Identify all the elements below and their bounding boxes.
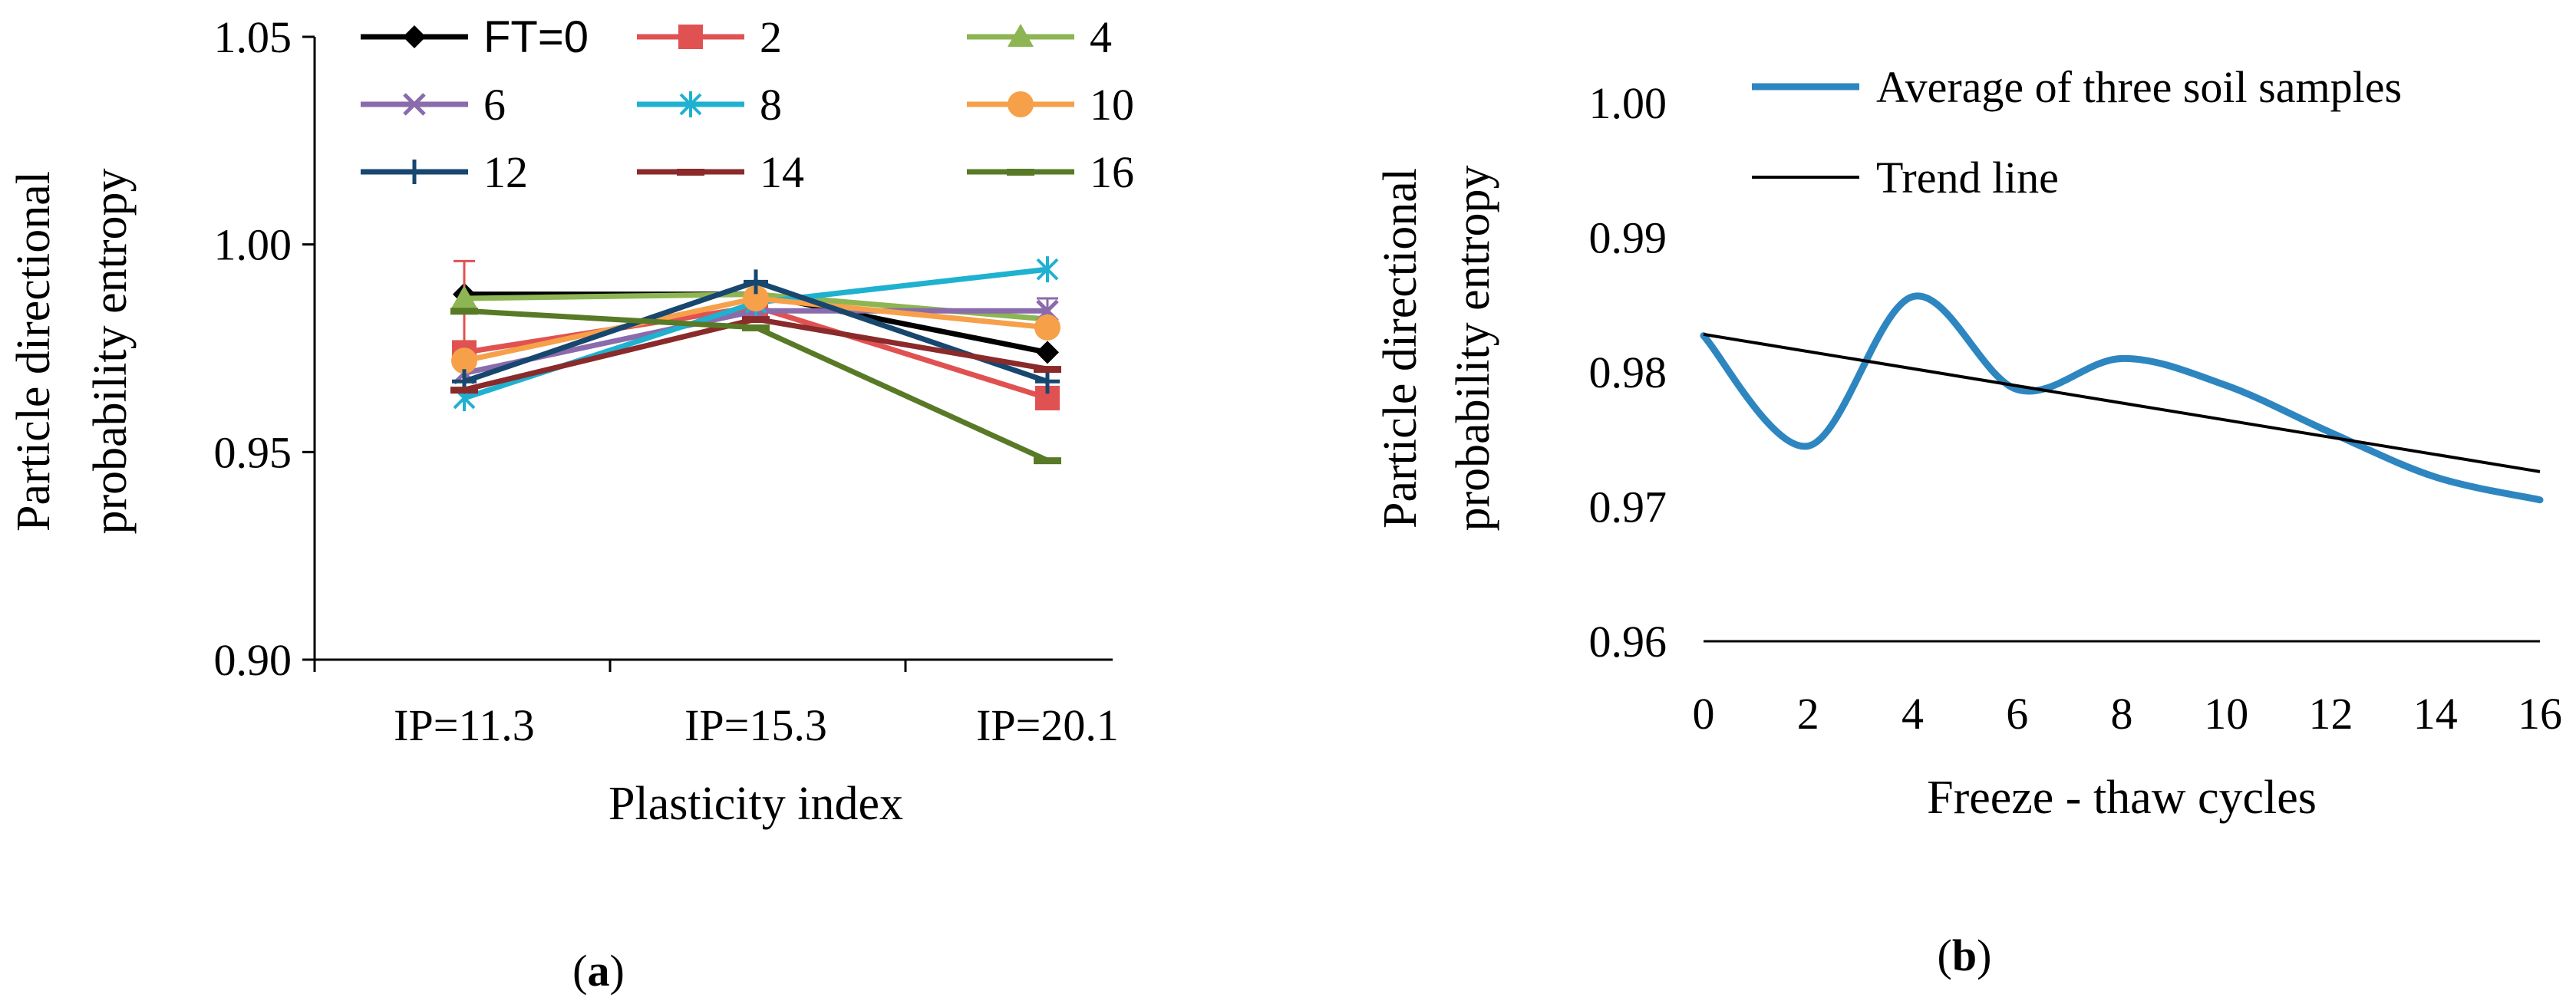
chart-b-x-ticks: 0 2 4 6 8 10 12 14 16 xyxy=(1693,689,2563,739)
legend-item-10: 10 xyxy=(967,80,1134,130)
chart-b-series xyxy=(1700,292,2544,504)
legend-item-14: 14 xyxy=(637,147,804,197)
legend-label: 16 xyxy=(1090,147,1134,197)
chart-a-y-ticks: 0.90 0.95 1.00 1.05 xyxy=(214,12,315,685)
legend-item-16: 16 xyxy=(967,147,1134,197)
legend-marker xyxy=(1008,24,1034,47)
chart-b-x-tick-label: 8 xyxy=(2111,689,2133,739)
legend-label: 10 xyxy=(1090,80,1134,130)
data-point xyxy=(451,347,477,374)
legend-label: 6 xyxy=(483,80,506,130)
chart-b-x-tick-label: 14 xyxy=(2413,689,2458,739)
chart-b-x-label: Freeze - thaw cycles xyxy=(1927,772,2317,824)
legend-label: 2 xyxy=(760,12,782,62)
chart-a-y-label-line2: probability entropy xyxy=(84,169,137,535)
series-16 xyxy=(450,308,1061,465)
legend-marker xyxy=(403,25,426,48)
legend-item-trend: Trend line xyxy=(1752,153,2059,203)
chart-b-x-tick-label: 2 xyxy=(1797,689,1819,739)
data-point xyxy=(450,387,478,394)
chart-b-x-tick-label: 6 xyxy=(2006,689,2028,739)
chart-b-x-tick-label: 4 xyxy=(1901,689,1924,739)
chart-a-x-tick-label: IP=11.3 xyxy=(394,700,535,750)
chart-a-y-tick-label: 0.90 xyxy=(214,635,292,685)
legend-marker xyxy=(678,25,703,49)
chart-b-y-tick-label: 1.00 xyxy=(1589,78,1667,128)
chart-b-legend: Average of three soil samples Trend line xyxy=(1752,62,2402,203)
chart-b-panel-label: (b) xyxy=(1938,930,1992,980)
chart-a-y-tick-label: 0.95 xyxy=(214,427,292,477)
data-point xyxy=(1034,314,1060,341)
chart-b-x-tick-label: 12 xyxy=(2309,689,2353,739)
series-14 xyxy=(450,316,1061,394)
legend-label: Trend line xyxy=(1876,153,2059,203)
legend-label: FT=0 xyxy=(483,12,589,62)
chart-a-x-tick-label: IP=15.3 xyxy=(684,700,827,750)
legend-label: Average of three soil samples xyxy=(1876,62,2402,112)
chart-a-x-label: Plasticity index xyxy=(609,778,903,830)
series-10 xyxy=(451,285,1060,374)
chart-b-x-tick-label: 16 xyxy=(2518,689,2562,739)
chart-b-y-tick-label: 0.98 xyxy=(1589,347,1667,397)
chart-a-y-tick-label: 1.05 xyxy=(214,12,292,62)
chart-a-series xyxy=(450,256,1061,465)
series-line-trend xyxy=(1703,332,2541,473)
data-point xyxy=(1036,256,1059,283)
legend-marker xyxy=(679,91,702,117)
chart-b-x-tick-label: 0 xyxy=(1693,689,1715,739)
data-point xyxy=(742,324,770,331)
chart-a-x-ticks: IP=11.3 IP=15.3 IP=20.1 xyxy=(313,660,1119,750)
data-point xyxy=(450,308,478,315)
series-line-average xyxy=(1700,292,2544,504)
chart-b: 0.96 0.97 0.98 0.99 1.00 0 2 4 6 8 10 12 14 16 Avera… xyxy=(1374,62,2562,980)
legend-item-ft-0: FT=0 xyxy=(361,12,589,62)
legend-marker xyxy=(402,160,427,184)
data-point xyxy=(743,285,769,312)
legend-marker xyxy=(1008,91,1034,117)
chart-b-y-label-line2: probability entropy xyxy=(1447,166,1499,532)
data-point xyxy=(451,285,477,309)
legend-item-4: 4 xyxy=(967,12,1112,62)
legend-label: 8 xyxy=(760,80,782,130)
chart-a-y-label-line1: Particle directional xyxy=(8,171,60,532)
chart-b-y-tick-label: 0.96 xyxy=(1589,617,1667,667)
data-point xyxy=(742,316,770,324)
legend-item-12: 12 xyxy=(361,147,528,197)
legend-item-2: 2 xyxy=(637,12,782,62)
legend-marker xyxy=(1007,169,1034,176)
legend-item-8: 8 xyxy=(637,80,782,130)
chart-b-y-tick-label: 0.99 xyxy=(1589,213,1667,263)
data-point xyxy=(1034,457,1061,465)
legend-label: 4 xyxy=(1090,12,1112,62)
series-12 xyxy=(452,269,1060,394)
legend-marker xyxy=(403,93,426,116)
chart-a-x-tick-label: IP=20.1 xyxy=(976,700,1119,750)
chart-a-y-tick-label: 1.00 xyxy=(214,220,292,270)
legend-marker xyxy=(677,169,704,176)
chart-b-y-tick-label: 0.97 xyxy=(1589,482,1667,532)
chart-a-legend: FT=0 2 4 6 8 10 12 14 16 xyxy=(361,12,1134,197)
legend-label: 14 xyxy=(760,147,804,197)
chart-b-y-label-line1: Particle directional xyxy=(1374,168,1427,528)
data-point xyxy=(744,269,768,295)
legend-item-6: 6 xyxy=(361,80,506,130)
data-point xyxy=(1036,341,1059,364)
legend-item-average: Average of three soil samples xyxy=(1752,62,2402,112)
chart-b-x-tick-label: 10 xyxy=(2204,689,2248,739)
chart-a-panel-label: (a) xyxy=(572,946,625,996)
data-point xyxy=(1034,366,1061,374)
data-point xyxy=(1035,369,1060,394)
legend-label: 12 xyxy=(483,147,528,197)
chart-b-y-ticks: 0.96 0.97 0.98 0.99 1.00 xyxy=(1589,78,1667,667)
chart-a: 0.90 0.95 1.00 1.05 IP=11.3 IP=15.3 IP=20.1 F… xyxy=(8,12,1134,996)
